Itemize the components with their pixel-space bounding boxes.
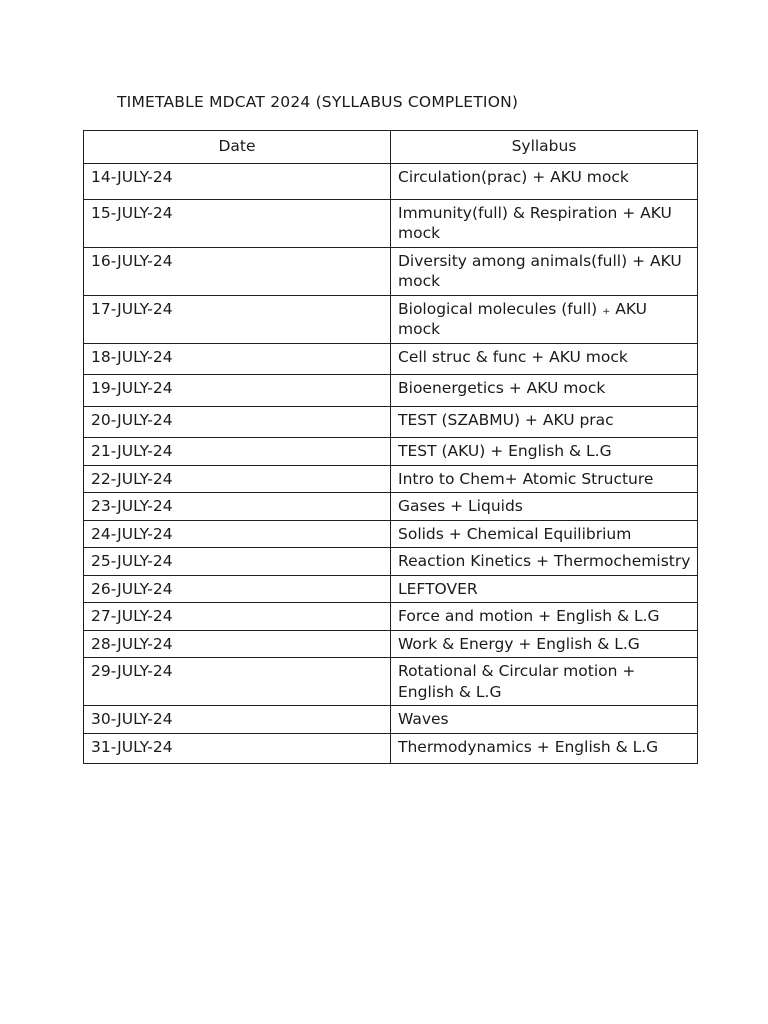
- date-cell: 26-JULY-24: [83, 574, 391, 603]
- date-cell: 16-JULY-24: [83, 246, 391, 296]
- table-row: 24-JULY-24 Solids + Chemical Equilibrium: [83, 519, 698, 548]
- page-title: TIMETABLE MDCAT 2024 (SYLLABUS COMPLETIO…: [117, 93, 519, 111]
- date-column-header: Date: [83, 130, 391, 164]
- date-cell: 14-JULY-24: [83, 163, 391, 200]
- syllabus-cell: Force and motion + English & L.G: [390, 602, 698, 631]
- syllabus-cell: Solids + Chemical Equilibrium: [390, 519, 698, 548]
- syllabus-cell: Gases + Liquids: [390, 492, 698, 521]
- table-row: 28-JULY-24 Work & Energy + English & L.G: [83, 629, 698, 658]
- table-row: 20-JULY-24 TEST (SZABMU) + AKU prac: [83, 405, 698, 438]
- table-row: 23-JULY-24 Gases + Liquids: [83, 492, 698, 521]
- syllabus-cell: Waves: [390, 705, 698, 734]
- syllabus-column-header: Syllabus: [390, 130, 698, 164]
- syllabus-cell: Rotational & Circular motion + English &…: [390, 657, 698, 706]
- syllabus-cell: Circulation(prac) + AKU mock: [390, 163, 698, 200]
- date-cell: 20-JULY-24: [83, 405, 391, 438]
- syllabus-cell: Reaction Kinetics + Thermochemistry: [390, 547, 698, 576]
- table-row: 22-JULY-24 Intro to Chem+ Atomic Structur…: [83, 464, 698, 493]
- table-row: 26-JULY-24 LEFTOVER: [83, 574, 698, 603]
- timetable-body: 14-JULY-24 Circulation(prac) + AKU mock 15…: [83, 163, 698, 764]
- table-row: 21-JULY-24 TEST (AKU) + English & L.G: [83, 437, 698, 466]
- table-row: 18-JULY-24 Cell struc & func + AKU mock: [83, 342, 698, 375]
- date-cell: 24-JULY-24: [83, 519, 391, 548]
- date-cell: 25-JULY-24: [83, 547, 391, 576]
- syllabus-cell: Immunity(full) & Respiration + AKU mock: [390, 198, 698, 248]
- date-cell: 18-JULY-24: [83, 342, 391, 375]
- syllabus-cell: LEFTOVER: [390, 574, 698, 603]
- table-row: 31-JULY-24 Thermodynamics + English & L.G: [83, 732, 698, 764]
- table-row: 29-JULY-24 Rotational & Circular motion +…: [83, 657, 698, 706]
- syllabus-cell: Thermodynamics + English & L.G: [390, 732, 698, 764]
- syllabus-cell: Intro to Chem+ Atomic Structure: [390, 464, 698, 493]
- table-row: 15-JULY-24 Immunity(full) & Respiration +…: [83, 198, 698, 248]
- date-cell: 19-JULY-24: [83, 374, 391, 407]
- date-cell: 27-JULY-24: [83, 602, 391, 631]
- date-cell: 28-JULY-24: [83, 629, 391, 658]
- date-cell: 21-JULY-24: [83, 437, 391, 466]
- date-cell: 15-JULY-24: [83, 198, 391, 248]
- table-row: 30-JULY-24 Waves: [83, 705, 698, 734]
- syllabus-cell: Biological molecules (full) ₊ AKU mock: [390, 294, 698, 344]
- date-cell: 22-JULY-24: [83, 464, 391, 493]
- table-row: 17-JULY-24 Biological molecules (full) ₊ …: [83, 294, 698, 344]
- header-row: Date Syllabus: [83, 130, 698, 164]
- syllabus-cell: TEST (AKU) + English & L.G: [390, 437, 698, 466]
- date-cell: 31-JULY-24: [83, 732, 391, 764]
- syllabus-cell: Cell struc & func + AKU mock: [390, 342, 698, 375]
- date-cell: 17-JULY-24: [83, 294, 391, 344]
- timetable: Date Syllabus 14-JULY-24 Circulation(prac…: [83, 130, 698, 764]
- table-row: 27-JULY-24 Force and motion + English & L…: [83, 602, 698, 631]
- table-row: 14-JULY-24 Circulation(prac) + AKU mock: [83, 163, 698, 200]
- date-cell: 23-JULY-24: [83, 492, 391, 521]
- syllabus-cell: Work & Energy + English & L.G: [390, 629, 698, 658]
- table-row: 16-JULY-24 Diversity among animals(full) …: [83, 246, 698, 296]
- table-row: 19-JULY-24 Bioenergetics + AKU mock: [83, 374, 698, 407]
- table-row: 25-JULY-24 Reaction Kinetics + Thermochem…: [83, 547, 698, 576]
- syllabus-cell: TEST (SZABMU) + AKU prac: [390, 405, 698, 438]
- date-cell: 29-JULY-24: [83, 657, 391, 706]
- date-cell: 30-JULY-24: [83, 705, 391, 734]
- syllabus-cell: Diversity among animals(full) + AKU mock: [390, 246, 698, 296]
- syllabus-cell: Bioenergetics + AKU mock: [390, 374, 698, 407]
